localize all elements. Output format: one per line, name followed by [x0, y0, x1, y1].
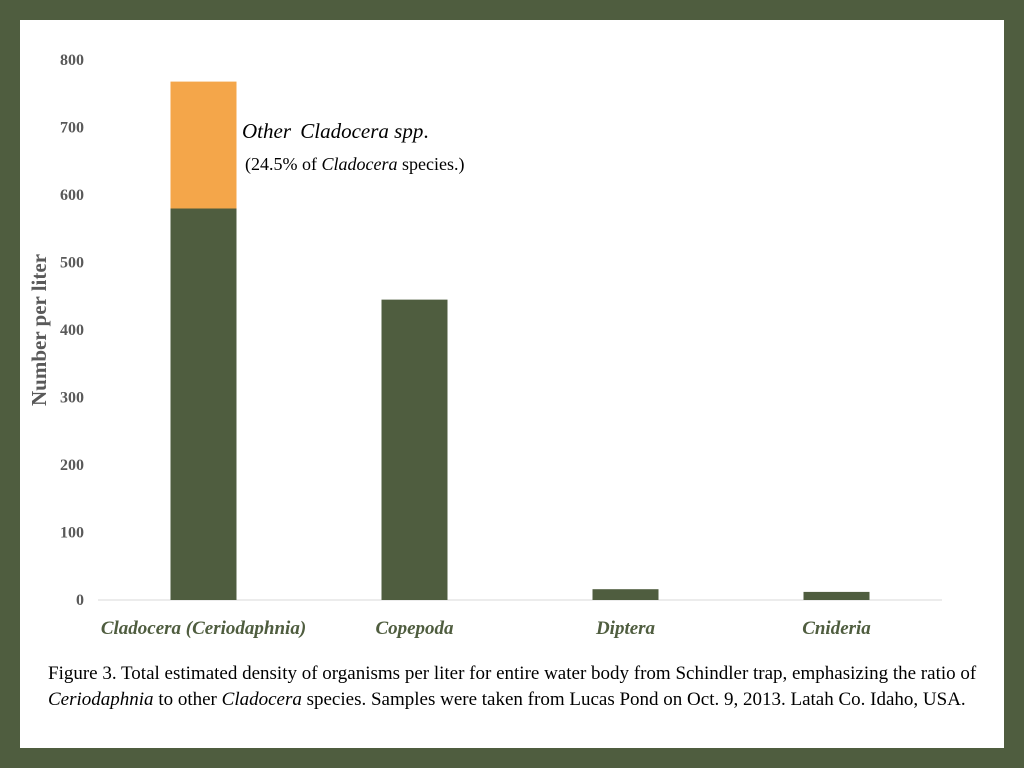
- y-tick-label: 500: [60, 255, 84, 272]
- y-tick-label: 0: [76, 592, 84, 609]
- caption-italic-ceriodaphnia: Ceriodaphnia: [48, 689, 154, 710]
- caption-part3: species. Samples were taken from Lucas P…: [301, 689, 966, 710]
- y-tick-label: 100: [60, 525, 84, 542]
- caption-part2: to other: [153, 689, 222, 710]
- annotation-title: Other Cladocera spp.: [242, 119, 429, 143]
- category-label: Cnideria: [802, 618, 871, 639]
- caption-part1: Figure 3. Total estimated density of org…: [48, 663, 977, 684]
- y-tick-label: 800: [60, 52, 84, 69]
- bar-segment: [170, 81, 237, 209]
- category-labels: Cladocera (Ceriodaphnia) Copepoda Diptera C…: [101, 618, 871, 639]
- y-tick-label: 200: [60, 457, 84, 474]
- y-tick-label: 600: [60, 187, 84, 204]
- annotation-prefix: (24.5% of: [245, 154, 321, 175]
- slide: 0 100 200 300 400 500 600 700 800 Cladocera (Cer…: [20, 20, 1004, 748]
- bar-segment: [592, 589, 659, 600]
- category-label: Copepoda: [375, 618, 454, 639]
- category-label: Diptera: [595, 618, 656, 639]
- y-axis-label: Number per liter: [27, 254, 51, 406]
- bar-segment: [803, 591, 870, 600]
- annotation-suffix: species.): [397, 154, 464, 175]
- bars: [170, 81, 870, 600]
- bar-segment: [170, 208, 237, 600]
- bar-segment: [381, 299, 448, 600]
- annotation-italic: Cladocera: [321, 154, 397, 174]
- y-tick-label: 700: [60, 120, 84, 137]
- annotation-species: Cladocera spp: [300, 119, 423, 143]
- category-label: Cladocera (Ceriodaphnia): [101, 618, 306, 639]
- caption-italic-cladocera: Cladocera: [221, 689, 302, 710]
- annotation-word-other: Other: [242, 119, 292, 143]
- annotation-percentage: (24.5% of Cladocera species.): [245, 154, 464, 175]
- y-tick-label: 400: [60, 322, 84, 339]
- figure-caption: Figure 3. Total estimated density of org…: [48, 661, 978, 713]
- annotation-dot: .: [423, 119, 428, 143]
- y-tick-label: 300: [60, 390, 84, 407]
- bar-chart: 0 100 200 300 400 500 600 700 800 Cladocera (Cer…: [27, 52, 942, 639]
- y-axis-ticks: 0 100 200 300 400 500 600 700 800: [60, 52, 84, 609]
